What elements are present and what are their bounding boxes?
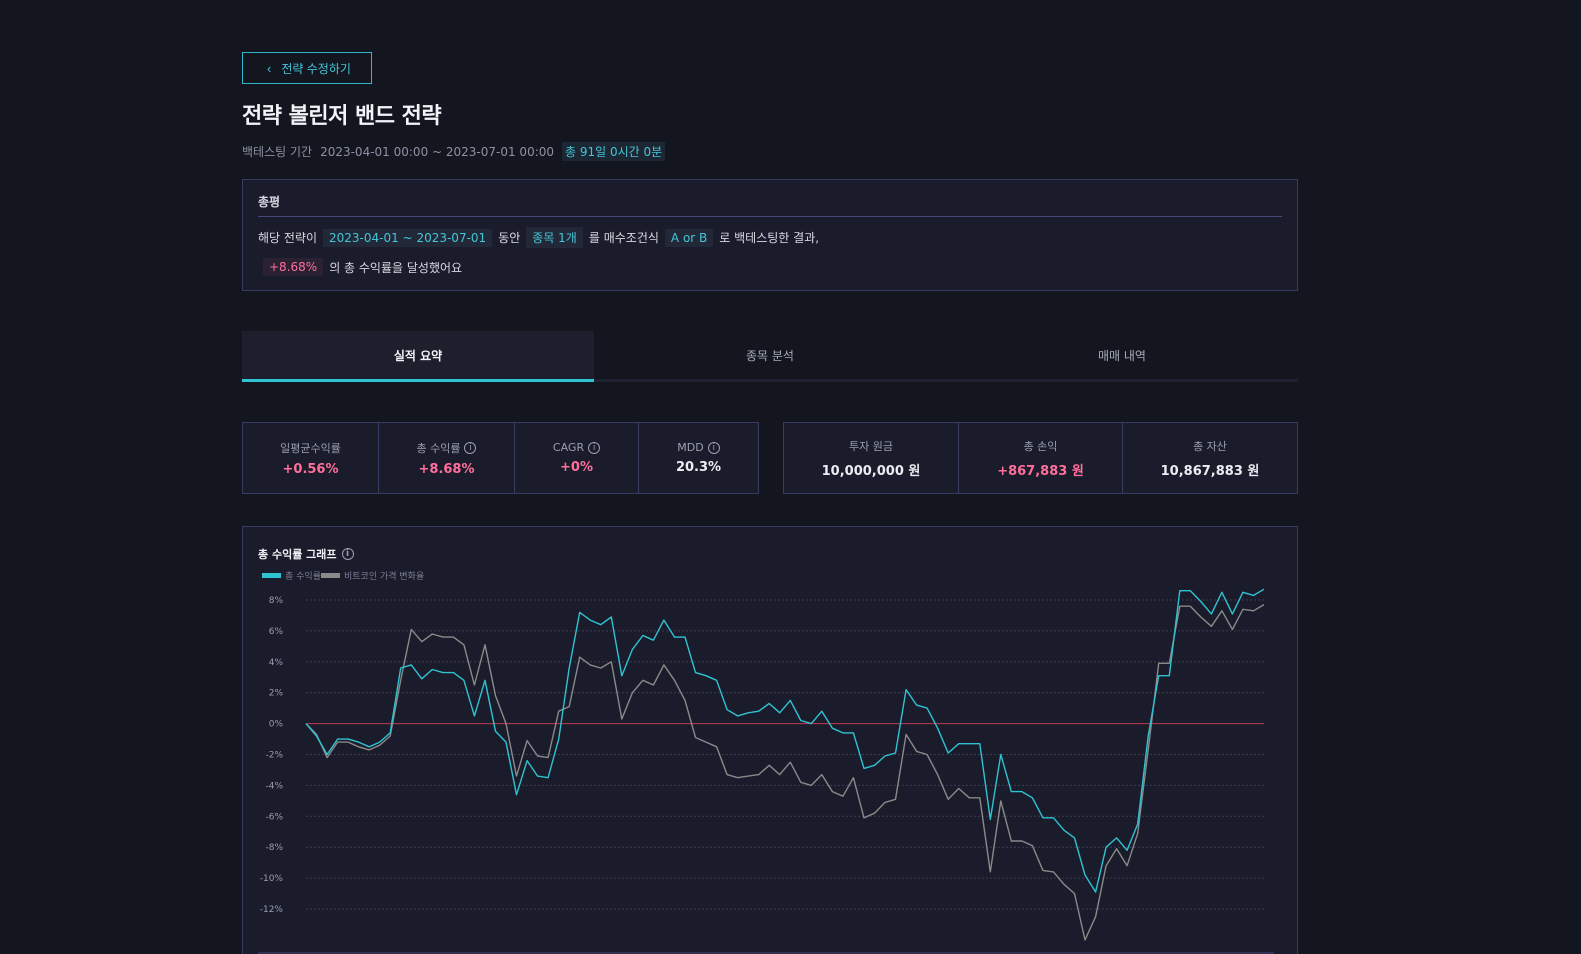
stat-value: 10,867,883 원 [1160,463,1260,479]
stat-total-return: 총 수익률 i +8.68% [379,423,515,493]
y-tick-label: -10% [260,874,284,884]
period-range: 2023-04-01 00:00 ~ 2023-07-01 00:00 [320,144,555,159]
tab-performance-summary[interactable]: 실적 요약 [242,331,594,382]
return-stats-group: 일평균수익률 +0.56% 총 수익률 i +8.68% CAGR i +0% MD… [242,422,759,494]
y-tick-label: 8% [269,596,284,606]
summary-line-1: 해당 전략이 2023-04-01 ~ 2023-07-01 동안 종목 1개 … [258,227,1282,248]
stat-total-assets: 총 자산 10,867,883 원 [1123,423,1297,493]
y-tick-label: 6% [269,627,284,637]
summary-text: 해당 전략이 [258,231,318,245]
stat-value: 10,000,000 원 [821,463,921,479]
stat-value: +0% [560,460,593,475]
result-tabs: 실적 요약 종목 분석 매매 내역 [242,331,1298,382]
back-button-label: 전략 수정하기 [281,61,351,76]
y-tick-label: -4% [265,781,283,791]
asset-stats-group: 투자 원금 10,000,000 원 총 손익 +867,883 원 총 자산 … [783,422,1298,494]
legend-label: 총 수익률 [285,572,321,582]
y-tick-label: 4% [269,658,284,668]
stat-cagr: CAGR i +0% [515,423,639,493]
summary-text: 의 총 수익률을 달성했어요 [329,260,463,275]
info-icon[interactable]: i [341,548,354,560]
series-line-total-return [305,588,1265,893]
info-icon[interactable]: i [707,441,720,454]
line-chart[interactable]: 8% 6% 4% 2% 0% -2% -4% -6% -8% -10% -12% [243,527,1289,954]
summary-text: 동안 [498,231,521,245]
stat-label: 투자 원금 [849,439,893,453]
series-line-btc-change [305,603,1265,941]
back-to-edit-button[interactable]: ‹ 전략 수정하기 [242,52,372,84]
y-tick-label: 2% [269,689,284,699]
stat-principal: 투자 원금 10,000,000 원 [784,423,959,493]
stat-mdd: MDD i 20.3% [639,423,758,493]
period-total-badge: 총 91일 0시간 0분 [562,142,666,161]
y-tick-label: -8% [265,843,283,853]
summary-return-chip: +8.68% [263,258,324,276]
stat-label: CAGR [552,441,585,454]
y-tick-label: 0% [269,720,284,730]
y-tick-label: -2% [265,751,283,761]
stat-value: +8.68% [418,461,475,477]
stat-daily-avg-return: 일평균수익률 +0.56% [243,423,379,493]
summary-box: 총평 해당 전략이 2023-04-01 ~ 2023-07-01 동안 종목 … [242,179,1298,291]
stat-label: 총 자산 [1193,439,1227,453]
tab-trade-history[interactable]: 매매 내역 [1098,348,1146,363]
stat-label: 총 손익 [1023,439,1058,453]
period-label: 백테스팅 기간 [242,145,313,159]
summary-count-chip: 종목 1개 [526,227,583,248]
chevron-left-icon: ‹ [267,60,272,76]
summary-heading: 총평 [258,193,1282,217]
chart-title-text: 총 수익률 그래프 [258,548,337,561]
summary-text: 를 매수조건식 [588,231,659,245]
summary-range-chip: 2023-04-01 ~ 2023-07-01 [323,228,493,247]
chart-title: 총 수익률 그래프 i [258,546,354,562]
chart-legend: 총 수익률 비트코인 가격 변화율 [262,569,424,582]
stat-total-pnl: 총 손익 +867,883 원 [959,423,1123,493]
summary-text: 로 백테스팅한 결과, [719,231,820,245]
total-return-chart-card: 총 수익률 그래프 i 총 수익률 비트코인 가격 변화율 8% 6% 4% 2% 0%… [242,526,1298,954]
info-icon[interactable]: i [588,441,601,454]
stat-label: 일평균수익률 [280,441,341,455]
summary-line-2: +8.68% 의 총 수익률을 달성했어요 [263,258,1282,276]
legend-swatch [262,573,281,578]
legend-swatch [320,573,340,578]
legend-item-total-return[interactable]: 총 수익률 [262,569,321,582]
legend-item-btc-change[interactable]: 비트코인 가격 변화율 [320,569,425,582]
backtest-period: 백테스팅 기간 2023-04-01 00:00 ~ 2023-07-01 00… [242,142,1298,161]
tab-stock-analysis[interactable]: 종목 분석 [746,348,794,363]
stats-row: 일평균수익률 +0.56% 총 수익률 i +8.68% CAGR i +0% MD… [242,422,1298,494]
info-icon[interactable]: i [464,441,477,454]
page-title: 전략 볼린저 밴드 전략 [242,104,442,129]
y-tick-label: -6% [265,812,283,822]
stat-label: 총 수익률 [416,441,461,455]
stat-label: MDD [677,441,704,454]
stat-value: +867,883 원 [997,463,1084,479]
stat-value: 20.3% [675,460,722,475]
legend-label: 비트코인 가격 변화율 [343,572,425,582]
y-tick-label: -12% [260,905,284,915]
stat-value: +0.56% [282,461,339,477]
summary-condition-chip: A or B [664,228,714,247]
